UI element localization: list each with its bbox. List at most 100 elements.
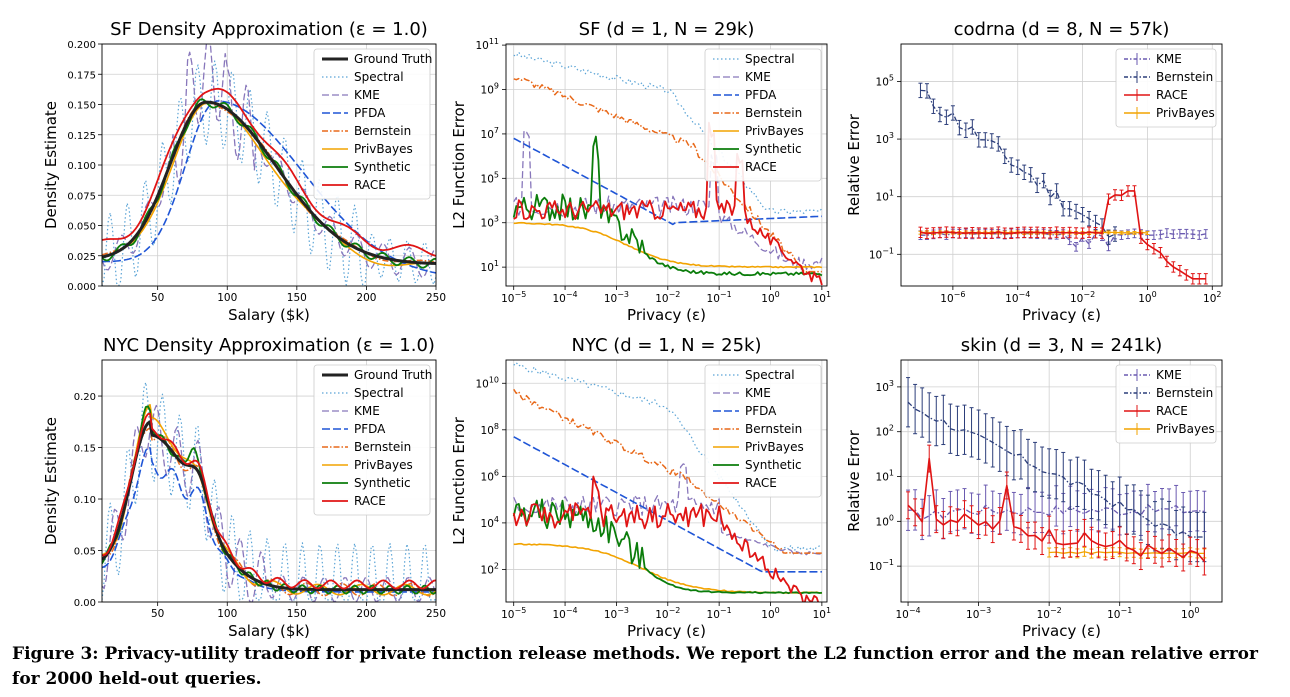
x-tick-label: 100 — [761, 290, 779, 305]
y-axis-label: Relative Error — [845, 113, 863, 216]
x-tick-label: 10−2 — [1037, 606, 1062, 621]
x-tick-label: 50 — [151, 608, 164, 620]
legend-label-privbayes: PrivBayes — [1156, 422, 1215, 436]
x-tick-label: 100 — [1138, 290, 1156, 305]
panel-codrna-relative-error: 10−6 10−4 10−2 100 102 10−1 101 103 105 codrna (d… — [845, 19, 1223, 324]
y-tick-label: 101 — [481, 259, 499, 274]
x-tick-label: 10−4 — [1005, 290, 1030, 305]
x-axis-label: Privacy (ε) — [627, 306, 706, 324]
legend-label-privbayes: PrivBayes — [354, 458, 413, 472]
legend-label-spectral: Spectral — [745, 52, 795, 66]
legend-label-synthetic: Synthetic — [354, 160, 411, 174]
legend-label-pfda: PFDA — [354, 422, 386, 436]
x-tick-label: 10−5 — [501, 606, 526, 621]
x-tick-label: 150 — [287, 608, 307, 620]
y-tick-label: 0.075 — [67, 191, 96, 202]
legend-label-ground-truth: Ground Truth — [354, 52, 432, 66]
legend-label-kme: KME — [354, 404, 380, 418]
bernstein-series-line — [513, 388, 822, 554]
y-tick-label: 0.200 — [67, 40, 96, 51]
y-tick-label: 103 — [876, 379, 894, 394]
x-tick-label: 10−3 — [604, 606, 629, 621]
plot-area — [512, 362, 823, 602]
legend-label-pfda: PFDA — [745, 404, 777, 418]
y-tick-label: 0.125 — [67, 131, 96, 142]
axes-frame — [101, 359, 437, 603]
x-tick-label: 10−6 — [940, 290, 965, 305]
plot-area — [906, 377, 1207, 576]
y-tick-label: 101 — [876, 469, 894, 484]
race-series-line — [102, 412, 436, 590]
y-tick-label: 103 — [876, 131, 894, 146]
x-axis-label: Salary ($k) — [228, 622, 310, 640]
axes-frame — [505, 359, 828, 603]
legend-label-privbayes: PrivBayes — [745, 440, 804, 454]
pfda-series-line — [513, 137, 822, 226]
y-tick-label: 1011 — [475, 37, 499, 52]
x-tick-label: 100 — [217, 292, 237, 304]
plot-area — [102, 381, 436, 602]
y-tick-label: 0.05 — [74, 547, 96, 558]
y-tick-label: 108 — [481, 422, 499, 437]
y-tick-label: 1010 — [475, 375, 499, 390]
panel-nyc-density: 50 100 150 200 250 0.00 0.05 0.10 0.15 0.20 NYC De… — [42, 335, 446, 640]
y-tick-label: 106 — [481, 468, 499, 483]
y-tick-label: 0.025 — [67, 252, 96, 263]
privbayes-series-line — [513, 221, 823, 269]
race-series-line — [512, 475, 820, 602]
plot-area — [512, 51, 823, 286]
plot-area — [102, 44, 436, 286]
legend-label-race: RACE — [745, 160, 777, 174]
y-tick-label: 105 — [481, 170, 499, 185]
y-tick-label: 105 — [876, 73, 894, 88]
legend-label-race: RACE — [1156, 404, 1188, 418]
y-axis-label: L2 Function Error — [450, 100, 468, 229]
legend-label-synthetic: Synthetic — [745, 458, 802, 472]
y-tick-label: 0.10 — [74, 495, 96, 506]
x-tick-label: 10−4 — [552, 290, 577, 305]
axes-frame — [900, 359, 1223, 603]
ground-truth-series-line — [102, 100, 436, 265]
x-tick-label: 10−2 — [1070, 290, 1095, 305]
x-tick-label: 100 — [761, 606, 779, 621]
y-tick-label: 109 — [481, 82, 499, 97]
legend-label-kme: KME — [354, 88, 380, 102]
y-tick-label: 0.100 — [67, 161, 96, 172]
y-axis-label: Relative Error — [845, 429, 863, 532]
legend-label-race: RACE — [1156, 88, 1188, 102]
x-tick-label: 250 — [426, 608, 446, 620]
legend: Ground Truth Spectral KME PFDA Bernstein Priv… — [313, 364, 432, 516]
legend-box — [313, 48, 431, 200]
legend-label-bernstein: Bernstein — [354, 124, 411, 138]
legend-label-synthetic: Synthetic — [354, 476, 411, 490]
legend-label-bernstein: Bernstein — [745, 106, 802, 120]
race-series-line — [513, 121, 823, 286]
legend-label-pfda: PFDA — [354, 106, 386, 120]
y-tick-label: 10−1 — [869, 246, 894, 261]
y-tick-label: 102 — [876, 424, 894, 439]
chart-title: SF Density Approximation (ε = 1.0) — [110, 19, 428, 40]
panel-sf-l2-error: 10−5 10−4 10−3 10−2 10−1 100 101 101 103 105 107 10… — [450, 19, 831, 324]
y-axis-label: Density Estimate — [42, 101, 60, 229]
x-tick-label: 101 — [813, 290, 831, 305]
x-tick-label: 10−1 — [707, 290, 732, 305]
legend-label-privbayes: PrivBayes — [745, 124, 804, 138]
figure-caption: Figure 3: Privacy-utility tradeoff for p… — [12, 644, 1258, 689]
pfda-series-line — [513, 436, 822, 573]
bernstein-series-line — [907, 401, 1205, 538]
y-tick-label: 107 — [481, 126, 499, 141]
axes-frame — [505, 43, 828, 287]
x-tick-label: 10−3 — [604, 290, 629, 305]
legend-label-bernstein: Bernstein — [1156, 70, 1213, 84]
y-axis-label: Density Estimate — [42, 417, 60, 545]
legend-label-kme: KME — [1156, 368, 1182, 382]
x-tick-label: 150 — [287, 292, 307, 304]
legend-label-bernstein: Bernstein — [354, 440, 411, 454]
x-tick-label: 50 — [151, 292, 164, 304]
chart-title: codrna (d = 8, N = 57k) — [954, 19, 1170, 40]
x-tick-label: 10−1 — [1107, 606, 1132, 621]
legend-box — [1115, 364, 1217, 444]
legend-label-spectral: Spectral — [354, 70, 404, 84]
y-tick-label: 101 — [876, 189, 894, 204]
y-tick-label: 10−1 — [869, 558, 894, 573]
